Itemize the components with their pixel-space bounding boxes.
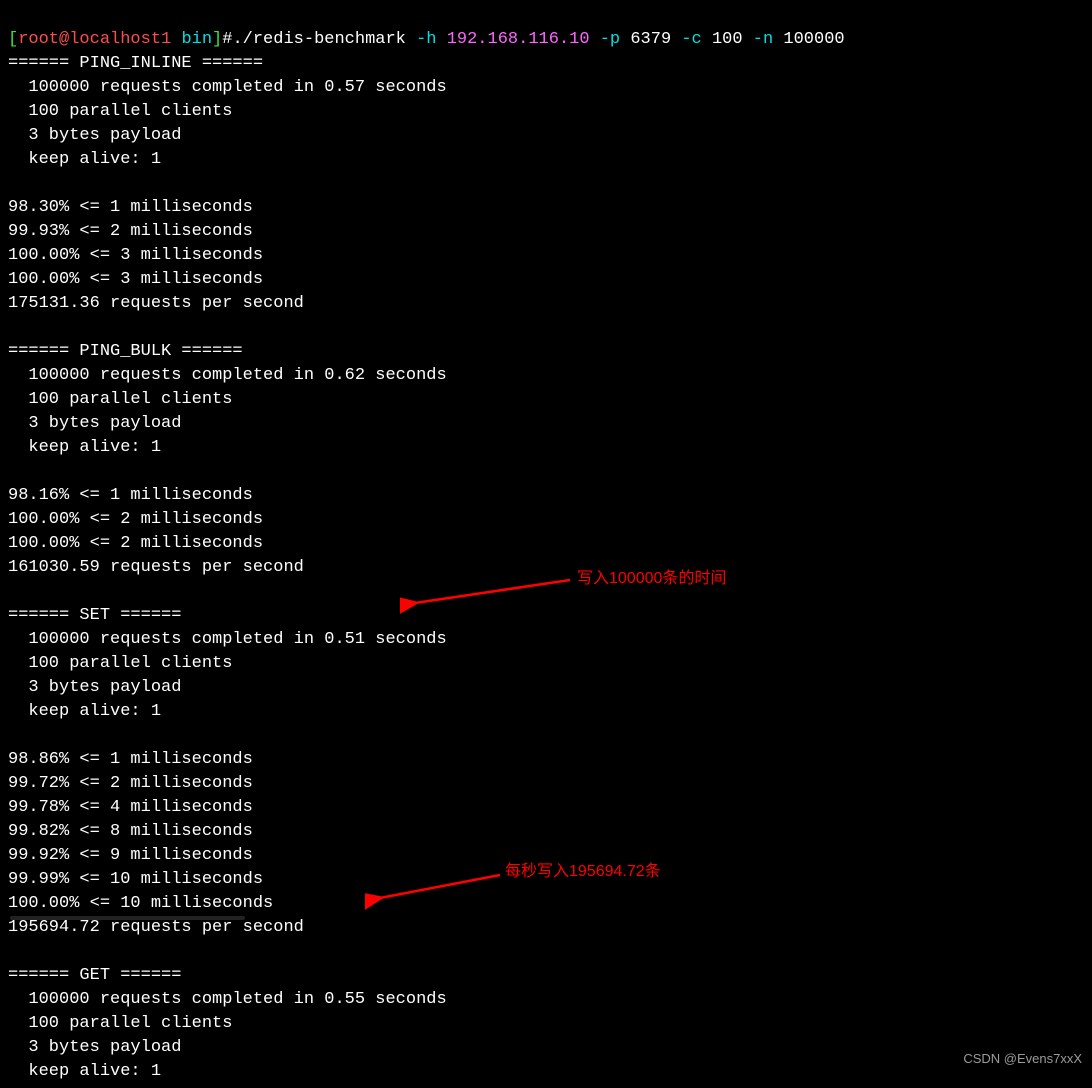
get-l1: 100000 requests completed in 0.55 second… — [8, 990, 447, 1009]
cmd-c-val: 100 — [712, 30, 743, 49]
cmd-flag-p: -p — [600, 30, 620, 49]
prompt-user: root@localhost1 — [18, 30, 171, 49]
ping-inline-l2: 100 parallel clients — [8, 102, 232, 121]
prompt-space — [171, 30, 181, 49]
cmd-n-val: 100000 — [783, 30, 844, 49]
get-l3: 3 bytes payload — [8, 1038, 181, 1057]
ping-bulk-p3: 100.00% <= 2 milliseconds — [8, 534, 263, 553]
ping-inline-p4: 100.00% <= 3 milliseconds — [8, 270, 263, 289]
ping-inline-l3: 3 bytes payload — [8, 126, 181, 145]
get-l2: 100 parallel clients — [8, 1014, 232, 1033]
set-p6: 99.99% <= 10 milliseconds — [8, 870, 263, 889]
ping-inline-p1: 98.30% <= 1 milliseconds — [8, 198, 253, 217]
set-p2: 99.72% <= 2 milliseconds — [8, 774, 253, 793]
cmd-flag-c: -c — [681, 30, 701, 49]
set-p7: 100.00% <= 10 milliseconds — [8, 894, 273, 913]
set-l4: keep alive: 1 — [8, 702, 161, 721]
annotation-1: 写入100000条的时间 — [577, 567, 726, 591]
cmd-ip: 192.168.116.10 — [447, 30, 590, 49]
prompt-close-bracket: ] — [212, 30, 222, 49]
ping-bulk-rps: 161030.59 requests per second — [8, 558, 304, 577]
cmd-exe: ./redis-benchmark — [232, 30, 405, 49]
ping-bulk-p2: 100.00% <= 2 milliseconds — [8, 510, 263, 529]
set-rps: 195694.72 requests per second — [8, 918, 304, 937]
watermark: CSDN @Evens7xxX — [963, 1047, 1082, 1071]
ping-bulk-l2: 100 parallel clients — [8, 390, 232, 409]
set-l1: 100000 requests completed in 0.51 second… — [8, 630, 447, 649]
get-header: ====== GET ====== — [8, 966, 181, 985]
set-l3: 3 bytes payload — [8, 678, 181, 697]
ping-bulk-l1: 100000 requests completed in 0.62 second… — [8, 366, 447, 385]
terminal-output: [root@localhost1 bin]#./redis-benchmark … — [0, 0, 1092, 1088]
set-p4: 99.82% <= 8 milliseconds — [8, 822, 253, 841]
ping-inline-l4: keep alive: 1 — [8, 150, 161, 169]
set-p1: 98.86% <= 1 milliseconds — [8, 750, 253, 769]
ping-bulk-p1: 98.16% <= 1 milliseconds — [8, 486, 253, 505]
underline-mark — [10, 916, 245, 920]
set-header: ====== SET ====== — [8, 606, 181, 625]
set-l2: 100 parallel clients — [8, 654, 232, 673]
get-l4: keep alive: 1 — [8, 1062, 161, 1081]
ping-inline-header: ====== PING_INLINE ====== — [8, 54, 263, 73]
prompt-hash: # — [222, 30, 232, 49]
prompt-path: bin — [181, 30, 212, 49]
ping-bulk-l4: keep alive: 1 — [8, 438, 161, 457]
annotation-2: 每秒写入195694.72条 — [505, 860, 661, 884]
set-p5: 99.92% <= 9 milliseconds — [8, 846, 253, 865]
ping-inline-p2: 99.93% <= 2 milliseconds — [8, 222, 253, 241]
prompt-open-bracket: [ — [8, 30, 18, 49]
ping-inline-rps: 175131.36 requests per second — [8, 294, 304, 313]
ping-bulk-header: ====== PING_BULK ====== — [8, 342, 243, 361]
ping-inline-l1: 100000 requests completed in 0.57 second… — [8, 78, 447, 97]
ping-inline-p3: 100.00% <= 3 milliseconds — [8, 246, 263, 265]
cmd-port: 6379 — [630, 30, 671, 49]
ping-bulk-l3: 3 bytes payload — [8, 414, 181, 433]
cmd-flag-h: -h — [416, 30, 436, 49]
cmd-flag-n: -n — [753, 30, 773, 49]
set-p3: 99.78% <= 4 milliseconds — [8, 798, 253, 817]
